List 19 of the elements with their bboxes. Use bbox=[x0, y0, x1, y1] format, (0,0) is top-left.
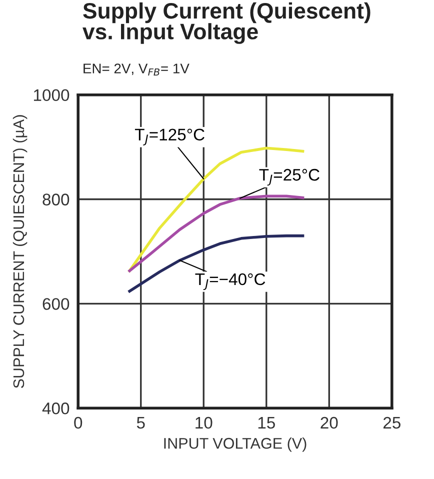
y-axis-title: SUPPLY CURRENT (QUIESCENT) (µA) bbox=[12, 115, 28, 388]
x-tick-label: 5 bbox=[136, 417, 145, 429]
y-tick-label: 400 bbox=[42, 402, 70, 414]
y-tick-label: 800 bbox=[42, 194, 70, 206]
line-series bbox=[128, 194, 304, 272]
line-series bbox=[128, 234, 304, 293]
y-tick-label: 1000 bbox=[34, 89, 70, 102]
chart-title: Supply Current (Quiescent) vs. Input Voltage bbox=[82, 2, 370, 44]
x-axis-title: INPUT VOLTAGE (V) bbox=[164, 438, 306, 452]
x-tick-label: 25 bbox=[383, 416, 400, 429]
series-label: T$_{J}$=125°C bbox=[134, 128, 204, 146]
x-tick-label: 15 bbox=[258, 417, 275, 429]
x-tick-label: 0 bbox=[74, 416, 82, 429]
series-label: T$_{J}$=25°C bbox=[259, 168, 320, 186]
x-tick-label: 20 bbox=[320, 416, 338, 429]
y-tick-label: 600 bbox=[42, 298, 70, 310]
chart-subtitle: EN= 2V, V$_{FB}$= 1V bbox=[84, 64, 190, 76]
x-tick-label: 10 bbox=[196, 416, 212, 429]
series-label: T$_{J}$=−40°C bbox=[195, 273, 266, 290]
